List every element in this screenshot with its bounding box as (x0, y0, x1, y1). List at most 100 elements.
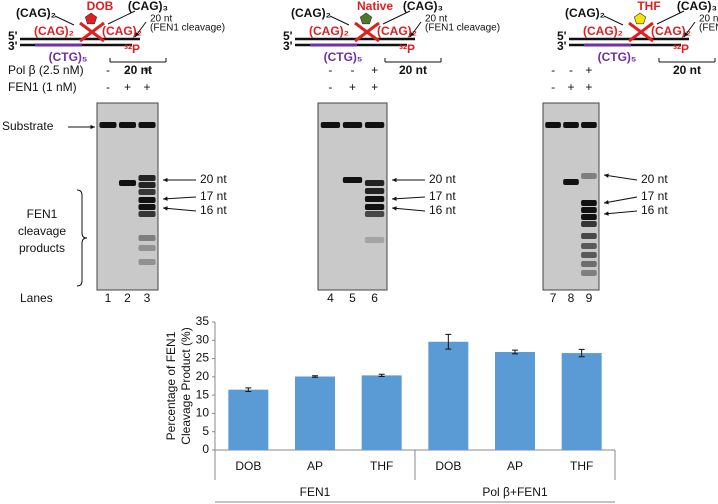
loop (628, 21, 654, 43)
bar (495, 351, 535, 450)
cut-length: 20 nt (150, 14, 172, 25)
arrow-head (163, 177, 168, 183)
end-5: 5' (8, 29, 18, 43)
pol-sign: - (551, 63, 555, 77)
band-label: 20 nt (429, 172, 456, 186)
y-tick-label: 30 (196, 332, 210, 346)
arrow-head (604, 173, 609, 178)
gel-band (581, 200, 597, 206)
arrow (391, 207, 426, 212)
arrow (603, 196, 638, 204)
arrow-head (392, 196, 397, 201)
arrow-head (604, 200, 609, 205)
gel-band (364, 237, 385, 243)
gel-band (138, 182, 156, 188)
band-label: 17 nt (641, 189, 668, 203)
gel (96, 102, 159, 291)
pointer (54, 15, 75, 26)
red-cag: (CAG)₂ (309, 24, 349, 38)
fen1-sign: + (124, 80, 131, 94)
cag-left: (CAG)₂ (16, 6, 56, 20)
lane-number: 5 (349, 291, 356, 305)
lane-number: 8 (568, 291, 575, 305)
error-bar (578, 348, 585, 358)
cag-left: (CAG)₂ (565, 6, 605, 20)
gel-band (364, 211, 385, 217)
gel-band (563, 122, 579, 128)
y-tick-label: 20 (196, 369, 210, 383)
bar (361, 375, 402, 450)
cut-note: (FEN1 cleavage) (699, 23, 718, 34)
cag-right: (CAG)₃ (128, 0, 168, 13)
gel-band (138, 211, 156, 217)
cut-note: (FEN1 cleavage) (150, 23, 225, 34)
cag-left: (CAG)₂ (291, 6, 331, 20)
gel-band (138, 235, 156, 241)
bar (428, 341, 469, 450)
products-label: cleavage (18, 224, 66, 238)
label-32p: ³²P (124, 42, 140, 56)
lane-number: 9 (586, 291, 593, 305)
x-tick-label: DOB (435, 459, 461, 473)
gel-band (364, 196, 385, 202)
fen1-sign: - (328, 80, 332, 94)
ctg: (CTG)₅ (49, 50, 88, 64)
band-label: 16 nt (429, 203, 456, 217)
red-cag: (CAG)₂ (34, 24, 74, 38)
products-label: products (19, 241, 65, 255)
y-axis-label: Cleavage Product (%) (179, 327, 193, 444)
gel-band (563, 179, 579, 185)
lane-number: 6 (371, 291, 378, 305)
error-bar (378, 373, 385, 377)
lane-number: 3 (144, 291, 151, 305)
y-tick-label: 35 (196, 314, 210, 328)
gel-band (364, 122, 385, 128)
end-3: 3' (8, 39, 18, 53)
gel-band (581, 122, 597, 128)
arrow (603, 210, 638, 215)
pol-sign: - (126, 63, 130, 77)
gel-band (138, 245, 156, 251)
y-tick-label: 10 (196, 406, 210, 420)
lane-number: 4 (327, 291, 334, 305)
red-cag: (CAG)₂ (651, 24, 691, 38)
lane-number: 1 (105, 291, 112, 305)
error-bar (445, 333, 452, 350)
end-3: 3' (557, 39, 567, 53)
fen1-sign: + (144, 80, 151, 94)
band-label: 17 nt (429, 189, 456, 203)
red-cag: (CAG)₂ (377, 24, 417, 38)
group-label: FEN1 (300, 485, 331, 499)
x-tick-label: THF (570, 459, 593, 473)
pol-sign: - (351, 63, 355, 77)
band-label: 16 nt (200, 203, 227, 217)
arrow-head (135, 32, 140, 37)
red-cag: (CAG)₂ (102, 24, 142, 38)
fen1-sign: + (585, 80, 592, 94)
bar (228, 389, 269, 450)
fragment: 20 nt (124, 63, 152, 77)
band-label: 20 nt (641, 172, 668, 186)
gel-band (138, 197, 156, 203)
lane-number: 7 (550, 291, 557, 305)
lesion-marker (84, 12, 98, 25)
gel-band (581, 270, 597, 276)
fen1-sign: + (349, 80, 356, 94)
pointer (603, 15, 624, 26)
gel-band (364, 180, 385, 186)
error-bar (245, 387, 252, 392)
gel-band (138, 259, 156, 265)
pol-sign: + (371, 63, 378, 77)
error-bar (512, 349, 518, 355)
arrow (162, 207, 197, 212)
cut-note: (FEN1 cleavage) (425, 23, 500, 34)
fragment: 20 nt (673, 63, 701, 77)
fragment: 20 nt (399, 63, 427, 77)
arrow-head (684, 32, 689, 37)
bar (295, 376, 335, 450)
gel-band (138, 204, 156, 210)
arrow (603, 174, 638, 181)
y-tick-label: 0 (202, 442, 209, 456)
bracket (76, 189, 88, 287)
